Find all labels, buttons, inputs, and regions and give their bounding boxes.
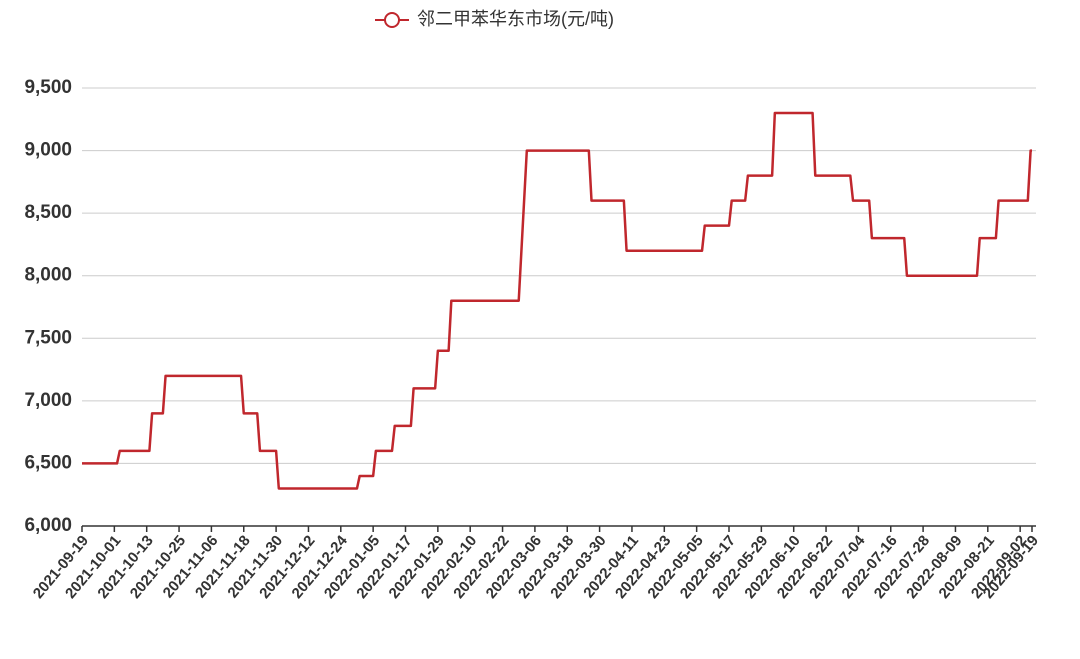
legend-marker — [384, 12, 400, 28]
y-tick-label: 6,500 — [24, 452, 72, 473]
y-tick-label: 7,000 — [24, 390, 72, 411]
y-tick-label: 9,000 — [24, 140, 72, 161]
y-tick-label: 8,000 — [24, 265, 72, 286]
y-tick-label: 9,500 — [24, 77, 72, 98]
series-line — [82, 111, 1032, 490]
y-tick-label: 8,500 — [24, 202, 72, 223]
y-tick-label: 7,500 — [24, 327, 72, 348]
legend-label: 邻二甲苯华东市场(元/吨) — [417, 9, 614, 29]
y-tick-label: 6,000 — [24, 515, 72, 536]
